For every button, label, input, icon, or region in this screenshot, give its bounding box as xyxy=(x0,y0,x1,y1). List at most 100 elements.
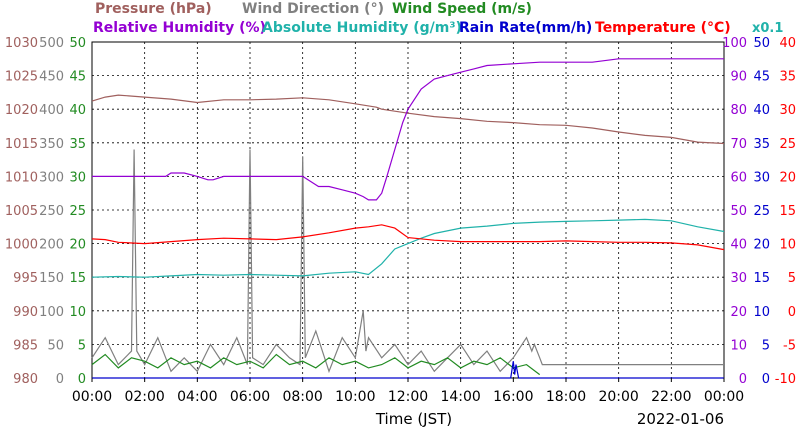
axis-layer: 9809859909951000100510101015102010251030… xyxy=(5,36,796,405)
x-tick-label: 18:00 xyxy=(546,389,586,405)
tick-label-rain-rate: 50 xyxy=(753,36,770,51)
tick-label-temperature: 20 xyxy=(779,170,796,185)
tick-label-relative-humidity: 20 xyxy=(730,305,747,320)
tick-label-wind-speed: 0 xyxy=(78,372,86,387)
tick-label-wind-speed: 15 xyxy=(69,271,86,286)
tick-label-relative-humidity: 40 xyxy=(730,238,747,253)
x-tick-label: 00:00 xyxy=(704,389,744,405)
legend-pressure: Pressure (hPa) xyxy=(95,1,212,17)
tick-label-relative-humidity: 80 xyxy=(730,103,747,118)
legend: Pressure (hPa) Wind Direction (°) Wind S… xyxy=(93,1,783,36)
tick-label-wind-speed: 35 xyxy=(69,137,86,152)
x-axis-label: Time (JST) xyxy=(375,410,452,428)
tick-label-wind-speed: 40 xyxy=(69,103,86,118)
tick-label-wind-direction: 100 xyxy=(39,305,64,320)
tick-label-temperature: 35 xyxy=(779,70,796,85)
date-label: 2022-01-06 xyxy=(637,410,724,428)
tick-label-pressure: 1005 xyxy=(5,204,38,219)
x-tick-label: 10:00 xyxy=(335,389,375,405)
x-tick-label: 06:00 xyxy=(230,389,270,405)
tick-label-relative-humidity: 50 xyxy=(730,204,747,219)
tick-label-pressure: 1030 xyxy=(5,36,38,51)
tick-label-temperature: 0 xyxy=(788,305,796,320)
tick-label-wind-direction: 200 xyxy=(39,238,64,253)
tick-label-rain-rate: 5 xyxy=(762,338,770,353)
tick-label-pressure: 995 xyxy=(13,271,38,286)
tick-label-wind-speed: 25 xyxy=(69,204,86,219)
tick-label-rain-rate: 45 xyxy=(753,70,770,85)
legend-wind-direction: Wind Direction (°) xyxy=(242,1,384,17)
x-tick-label: 02:00 xyxy=(124,389,164,405)
tick-label-temperature: 15 xyxy=(779,204,796,219)
tick-label-relative-humidity: 100 xyxy=(722,36,747,51)
tick-label-rain-rate: 10 xyxy=(753,305,770,320)
tick-label-relative-humidity: 0 xyxy=(739,372,747,387)
series-line-wind-direction xyxy=(91,149,724,374)
tick-label-pressure: 1020 xyxy=(5,103,38,118)
tick-label-wind-direction: 450 xyxy=(39,70,64,85)
series-line-relative-humidity xyxy=(92,58,724,201)
series-line-absolute-humidity-g-m xyxy=(91,218,725,278)
x-tick-label: 08:00 xyxy=(282,389,322,405)
tick-label-temperature: 5 xyxy=(788,271,796,286)
tick-label-wind-speed: 50 xyxy=(69,36,86,51)
x-tick-label: 00:00 xyxy=(72,389,112,405)
tick-label-rain-rate: 20 xyxy=(753,238,770,253)
tick-label-wind-direction: 400 xyxy=(39,103,64,118)
legend-relative-humidity: Relative Humidity (%) xyxy=(93,20,266,36)
tick-label-rain-rate: 40 xyxy=(753,103,770,118)
tick-label-relative-humidity: 70 xyxy=(730,137,747,152)
tick-label-temperature: -10 xyxy=(775,372,796,387)
tick-label-wind-direction: 250 xyxy=(39,204,64,219)
tick-label-pressure: 980 xyxy=(13,372,38,387)
tick-label-wind-direction: 0 xyxy=(56,372,64,387)
series-line-wind-speed-m-s xyxy=(91,353,541,376)
tick-label-wind-direction: 50 xyxy=(47,338,64,353)
legend-absolute-humidity: Absolute Humidity (g/m³) xyxy=(262,20,462,36)
series-layer xyxy=(91,58,725,379)
tick-label-wind-speed: 20 xyxy=(69,238,86,253)
tick-label-wind-speed: 30 xyxy=(69,170,86,185)
legend-wind-speed: Wind Speed (m/s) xyxy=(392,1,532,17)
tick-label-temperature: 40 xyxy=(779,36,796,51)
tick-label-temperature: -5 xyxy=(783,338,796,353)
tick-label-rain-rate: 30 xyxy=(753,170,770,185)
tick-label-pressure: 990 xyxy=(13,305,38,320)
tick-label-wind-speed: 45 xyxy=(69,70,86,85)
legend-temperature: Temperature (°C) xyxy=(595,20,731,36)
x-tick-label: 04:00 xyxy=(177,389,217,405)
tick-label-pressure: 1025 xyxy=(5,70,38,85)
tick-label-relative-humidity: 30 xyxy=(730,271,747,286)
x-tick-label: 20:00 xyxy=(598,389,638,405)
tick-label-wind-direction: 150 xyxy=(39,271,64,286)
series-line-temperature-c xyxy=(91,224,725,251)
tick-label-wind-speed: 5 xyxy=(78,338,86,353)
tick-label-relative-humidity: 90 xyxy=(730,70,747,85)
tick-label-temperature: 30 xyxy=(779,103,796,118)
legend-multiplier: x0.1 xyxy=(752,21,783,36)
tick-label-temperature: 10 xyxy=(779,238,796,253)
tick-label-pressure: 1015 xyxy=(5,137,38,152)
series-line-pressure-hpa xyxy=(91,94,725,145)
tick-label-rain-rate: 25 xyxy=(753,204,770,219)
tick-label-rain-rate: 35 xyxy=(753,137,770,152)
tick-label-relative-humidity: 10 xyxy=(730,338,747,353)
tick-label-wind-direction: 500 xyxy=(39,36,64,51)
x-tick-label: 16:00 xyxy=(493,389,533,405)
tick-label-pressure: 985 xyxy=(13,338,38,353)
x-tick-label: 14:00 xyxy=(440,389,480,405)
tick-label-relative-humidity: 60 xyxy=(730,170,747,185)
tick-label-wind-direction: 300 xyxy=(39,170,64,185)
tick-label-pressure: 1000 xyxy=(5,238,38,253)
x-tick-label: 12:00 xyxy=(388,389,428,405)
tick-label-rain-rate: 15 xyxy=(753,271,770,286)
x-tick-label: 22:00 xyxy=(651,389,691,405)
series-line-rain-rate-mm-h xyxy=(92,361,724,379)
tick-label-rain-rate: 0 xyxy=(762,372,770,387)
legend-rain-rate: Rain Rate(mm/h) xyxy=(459,20,592,36)
tick-label-wind-speed: 10 xyxy=(69,305,86,320)
tick-label-pressure: 1010 xyxy=(5,170,38,185)
grid-lines xyxy=(92,42,724,378)
tick-label-temperature: 25 xyxy=(779,137,796,152)
